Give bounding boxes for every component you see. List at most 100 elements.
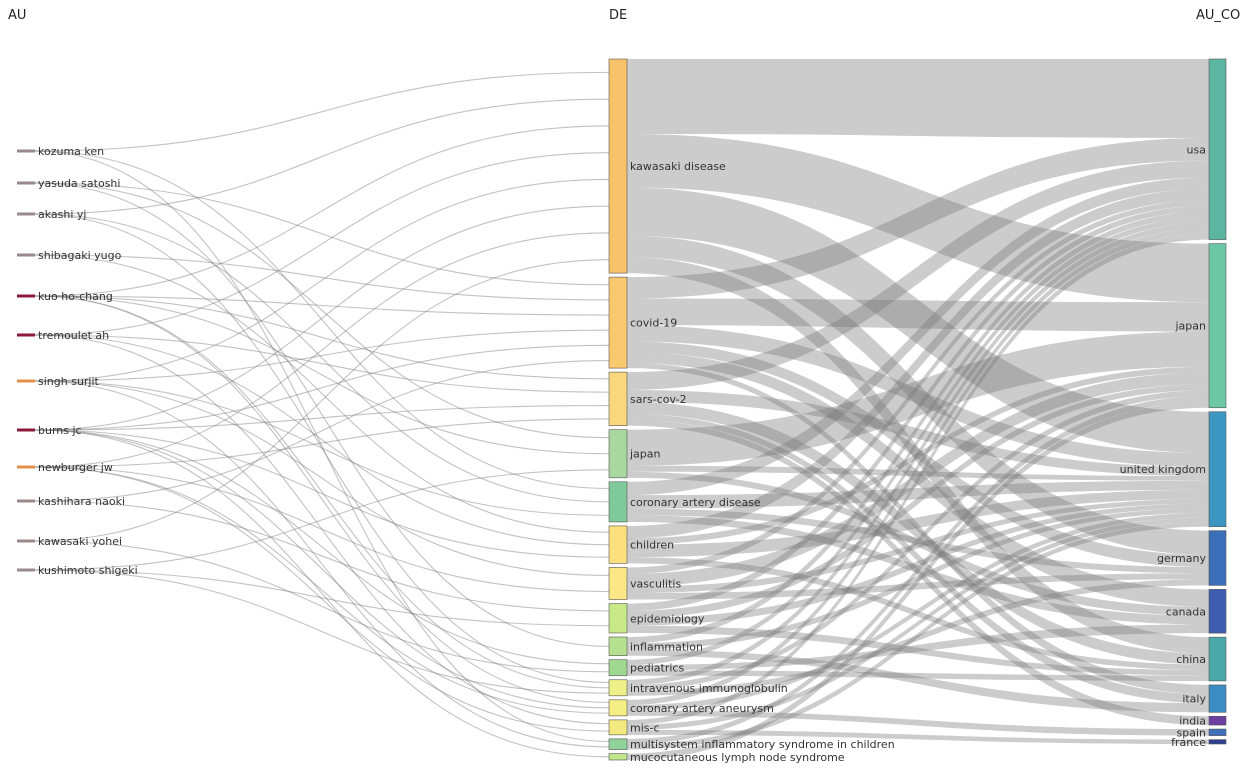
keyword-node-japan[interactable] [608, 429, 628, 479]
link-yasuda-satoshi-to-covid-19 [34, 182, 610, 286]
country-node-china[interactable] [1208, 636, 1227, 682]
link-kushimoto-shigeki-to-japan [34, 469, 610, 571]
link-coronary-artery-aneurysm-to-spain [627, 710, 1209, 736]
link-singh-surjit-to-kawasaki-disease [34, 178, 610, 382]
link-intravenous-immunoglobulin-to-usa [627, 222, 1209, 686]
link-singh-surjit-to-multisystem-inflammatory-syndrome-in-children [34, 380, 610, 748]
link-burns-jc-to-pediatrics [34, 429, 610, 665]
keyword-node-coronary-artery-aneurysm[interactable] [608, 699, 628, 717]
keyword-node-inflammation[interactable] [608, 636, 628, 657]
country-label-china: china [1176, 653, 1206, 666]
country-node-canada[interactable] [1208, 589, 1227, 634]
link-shibagaki-yugo-to-children [34, 254, 610, 533]
keyword-label-vasculitis: vasculitis [630, 577, 681, 590]
keyword-node-intravenous-immunoglobulin[interactable] [608, 679, 628, 697]
country-node-france[interactable] [1208, 739, 1227, 745]
link-burns-jc-to-children [34, 429, 610, 558]
link-tremoulet-ah-to-kawasaki-disease [34, 152, 610, 336]
keyword-node-multisystem-inflammatory-syndrome-in-children[interactable] [608, 738, 628, 750]
link-children-to-china [627, 557, 1209, 670]
link-kuo-ho-chang-to-japan [34, 295, 610, 455]
keyword-node-mis-c[interactable] [608, 719, 628, 736]
link-newburger-jw-to-kawasaki-disease [34, 232, 610, 468]
author-node-yasuda-satoshi[interactable] [17, 181, 35, 185]
link-kuo-ho-chang-to-kawasaki-disease [34, 125, 610, 297]
link-burns-jc-to-sars-cov-2 [34, 405, 610, 431]
link-mis-c-to-france [627, 729, 1209, 744]
country-label-united-kingdom: united kingdom [1120, 463, 1206, 476]
author-node-tremoulet-ah[interactable] [17, 333, 35, 337]
author-label-kushimoto-shigeki: kushimoto shigeki [38, 564, 138, 577]
link-covid-19-to-germany [627, 341, 1209, 568]
author-keyword-links [34, 71, 610, 758]
link-covid-19-to-united-kingdom [627, 325, 1209, 467]
link-pediatrics-to-china [627, 670, 1209, 681]
country-node-usa[interactable] [1208, 58, 1227, 240]
keyword-node-kawasaki-disease[interactable] [608, 58, 628, 274]
keyword-label-japan: japan [629, 448, 661, 461]
country-label-canada: canada [1166, 605, 1206, 618]
link-burns-jc-to-coronary-artery-aneurysm [34, 429, 610, 709]
keyword-node-mucocutaneous-lymph-node-syndrome[interactable] [608, 753, 628, 761]
keyword-node-covid-19[interactable] [608, 276, 628, 369]
country-label-india: india [1179, 715, 1206, 728]
link-vasculitis-to-germany [627, 573, 1209, 600]
keyword-label-coronary-artery-disease: coronary artery disease [630, 496, 761, 509]
link-singh-surjit-to-vasculitis [34, 380, 610, 576]
country-node-united-kingdom[interactable] [1208, 411, 1227, 527]
country-label-usa: usa [1187, 143, 1206, 156]
link-vasculitis-to-japan [627, 372, 1209, 587]
link-kawasaki-disease-to-china [627, 257, 1209, 654]
link-yasuda-satoshi-to-japan [34, 182, 610, 439]
author-node-kuo-ho-chang[interactable] [17, 294, 35, 298]
link-covid-19-to-italy [627, 362, 1209, 695]
keyword-node-pediatrics[interactable] [608, 659, 628, 677]
country-node-germany[interactable] [1208, 530, 1227, 586]
link-kozuma-ken-to-coronary-artery-disease [34, 150, 610, 490]
link-vasculitis-to-united-kingdom [627, 499, 1209, 594]
keyword-node-children[interactable] [608, 525, 628, 564]
keyword-label-epidemiology: epidemiology [630, 612, 705, 625]
author-node-newburger-jw[interactable] [17, 465, 35, 469]
link-epidemiology-to-united-kingdom [627, 503, 1209, 626]
keyword-node-epidemiology[interactable] [608, 603, 628, 634]
author-node-kozuma-ken[interactable] [17, 149, 35, 153]
country-node-japan[interactable] [1208, 243, 1227, 409]
country-node-italy[interactable] [1208, 684, 1227, 713]
keyword-node-sars-cov-2[interactable] [608, 371, 628, 426]
link-kushimoto-shigeki-to-epidemiology [34, 569, 610, 627]
link-kawasaki-disease-to-usa [627, 59, 1209, 139]
author-node-kashihara-naoki[interactable] [17, 499, 35, 503]
keyword-node-vasculitis[interactable] [608, 567, 628, 600]
author-node-kushimoto-shigeki[interactable] [17, 568, 35, 572]
link-coronary-artery-disease-to-canada [627, 515, 1209, 625]
link-multisystem-inflammatory-syndrome-in-children-to-united-kingdom [627, 522, 1209, 750]
author-label-akashi-yj: akashi yj [38, 208, 86, 221]
link-singh-surjit-to-covid-19 [34, 329, 610, 382]
country-label-japan: japan [1175, 320, 1207, 333]
author-label-kozuma-ken: kozuma ken [38, 145, 104, 158]
country-label-italy: italy [1182, 693, 1206, 706]
link-inflammation-to-usa [627, 211, 1209, 644]
author-node-singh-surjit[interactable] [17, 379, 35, 383]
link-kozuma-ken-to-multisystem-inflammatory-syndrome-in-children [34, 150, 610, 743]
author-node-kawasaki-yohei[interactable] [17, 539, 35, 543]
nodes-layer: kozuma ken yasuda satoshi akashi yj shibaga… [17, 58, 1227, 764]
link-kashihara-naoki-to-covid-19 [34, 359, 610, 502]
link-japan-to-united-kingdom [627, 465, 1209, 481]
link-mis-c-to-united-kingdom [627, 517, 1209, 730]
keyword-label-coronary-artery-aneurysm: coronary artery aneurysm [630, 702, 774, 715]
country-node-india[interactable] [1208, 716, 1227, 726]
link-coronary-artery-disease-to-germany [627, 508, 1209, 574]
author-node-shibagaki-yugo[interactable] [17, 253, 35, 257]
keyword-label-inflammation: inflammation [630, 640, 703, 653]
link-sars-cov-2-to-italy [627, 413, 1209, 704]
country-node-spain[interactable] [1208, 728, 1227, 736]
author-node-akashi-yj[interactable] [17, 212, 35, 216]
link-kuo-ho-chang-to-intravenous-immunoglobulin [34, 295, 610, 689]
link-inflammation-to-italy [627, 649, 1209, 713]
author-node-burns-jc[interactable] [17, 428, 35, 432]
keyword-label-children: children [630, 539, 674, 552]
author-label-kawasaki-yohei: kawasaki yohei [38, 535, 122, 548]
keyword-node-coronary-artery-disease[interactable] [608, 481, 628, 523]
